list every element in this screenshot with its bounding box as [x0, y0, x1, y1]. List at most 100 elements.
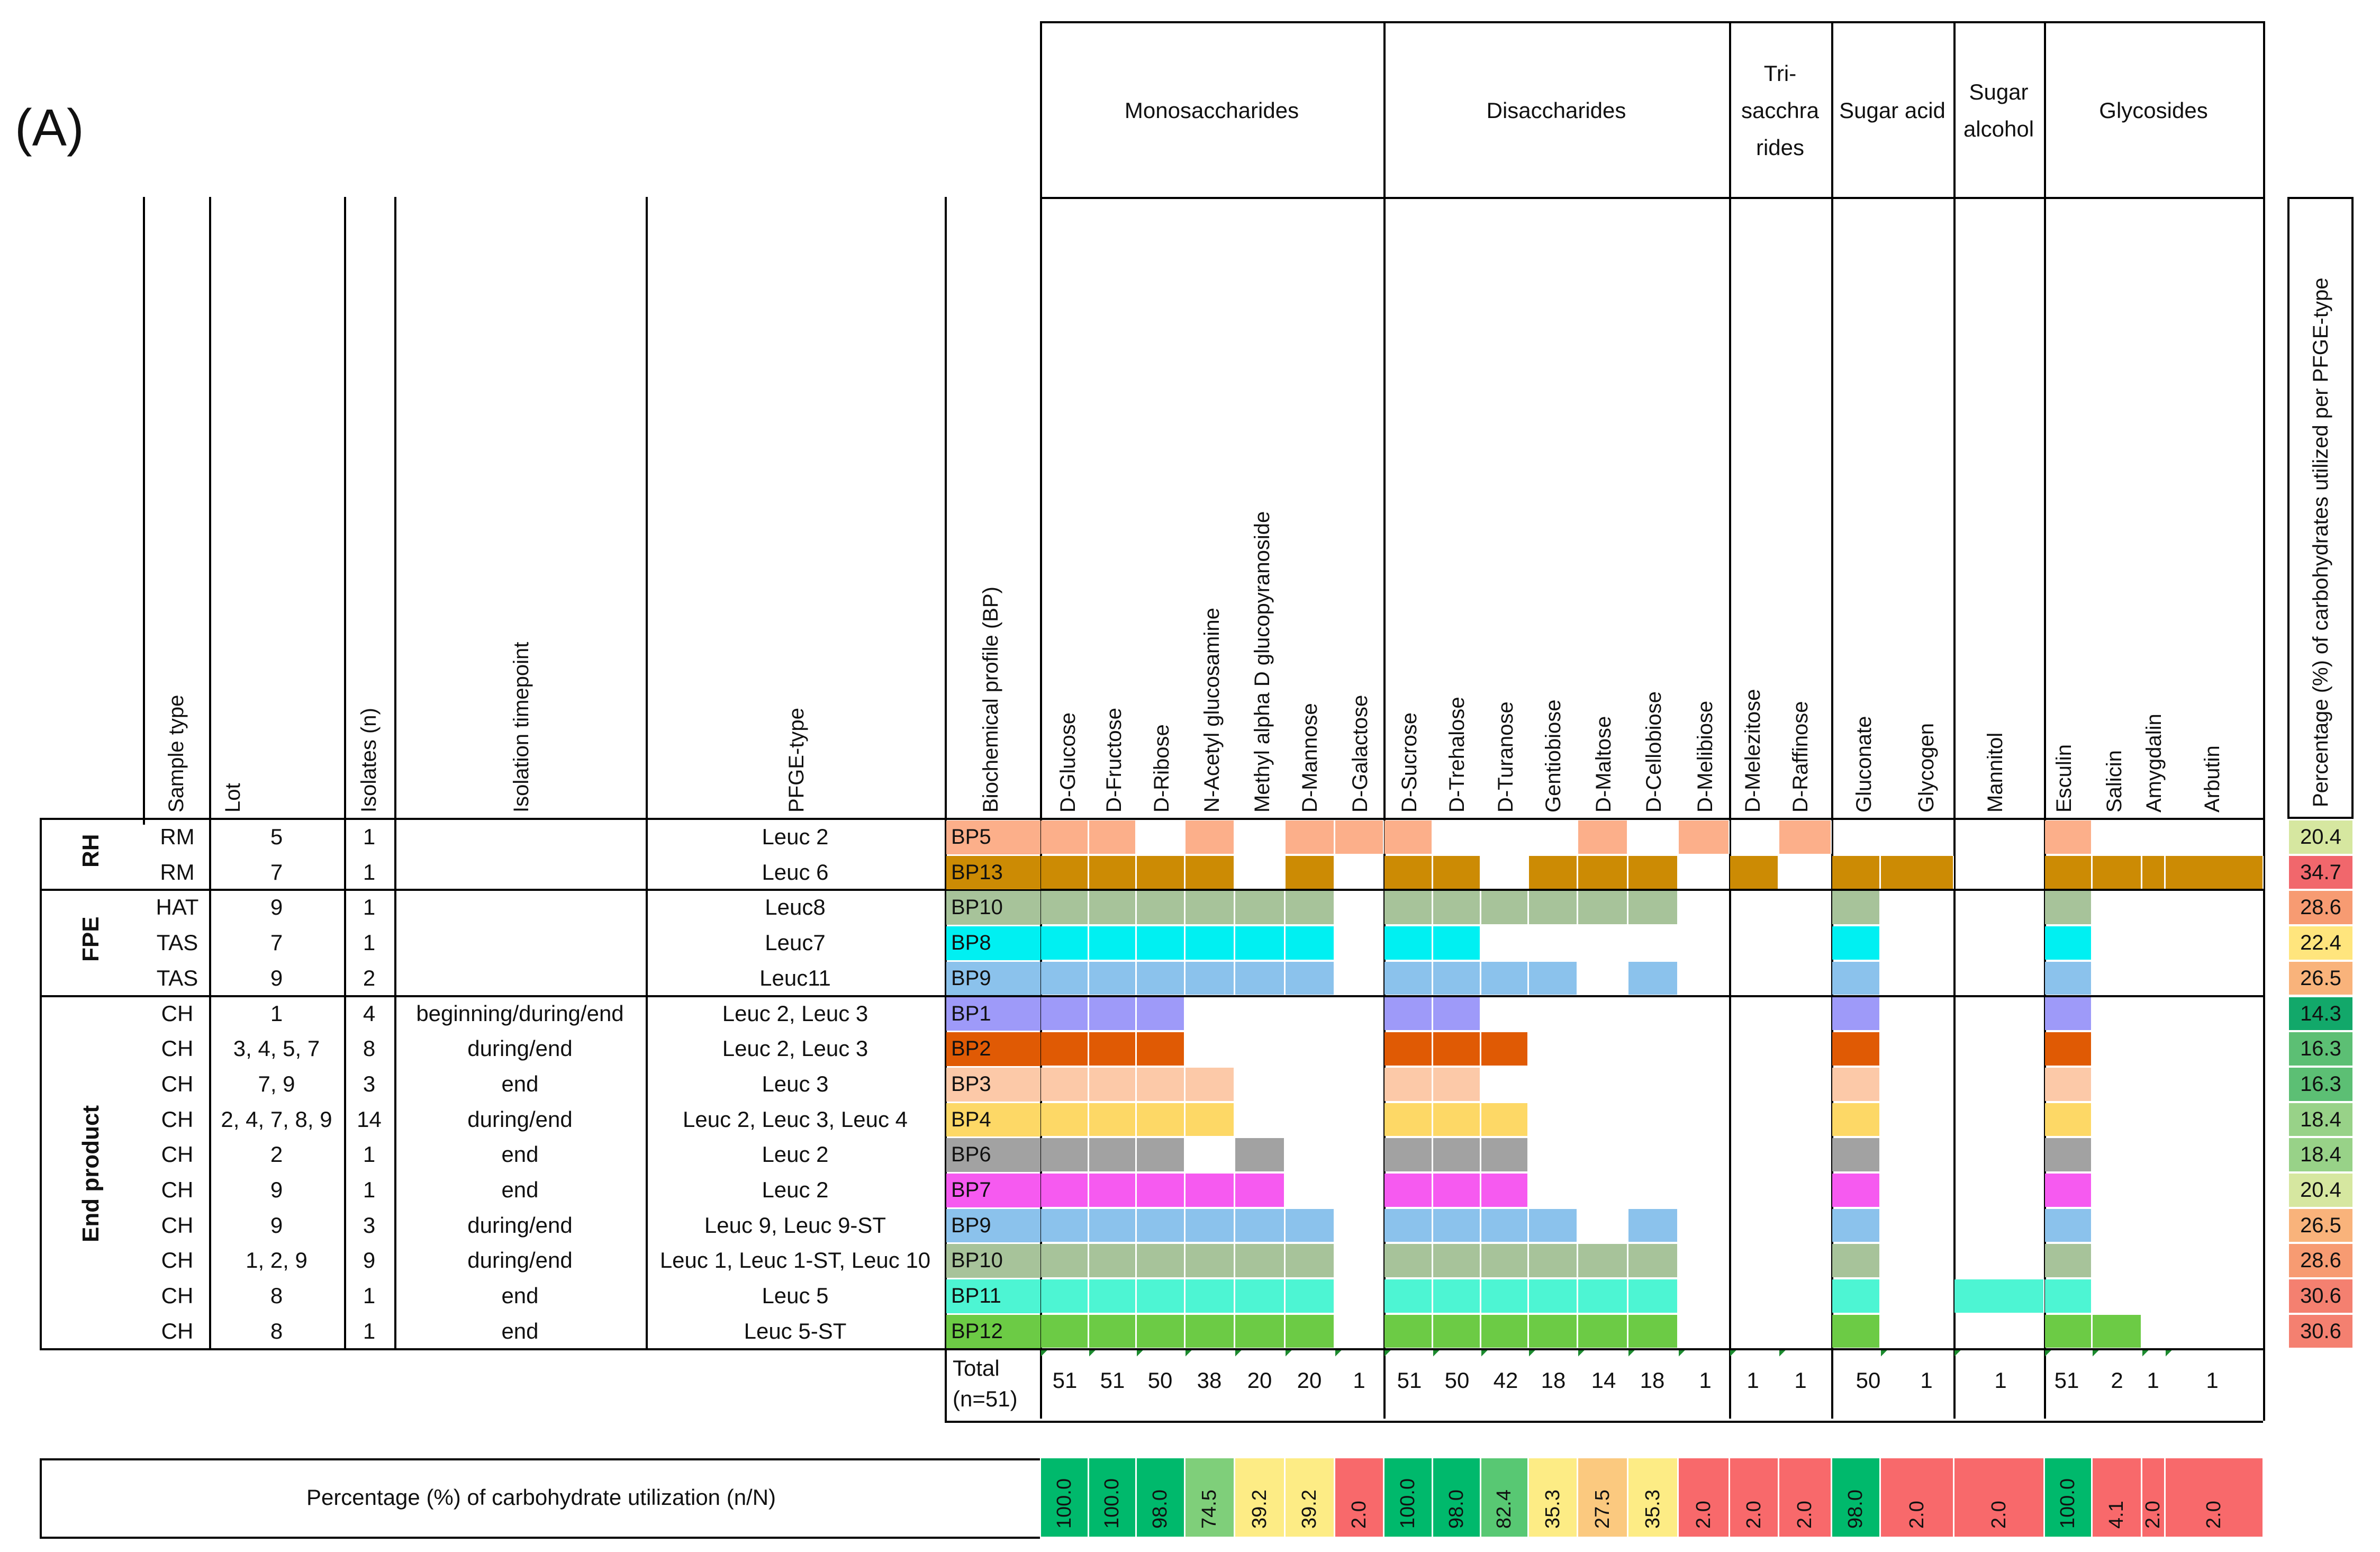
utilization-cell [1529, 961, 1578, 995]
utilization-cell [1628, 1208, 1678, 1242]
utilization-cell [1286, 1208, 1335, 1242]
utilization-cell [1481, 1314, 1528, 1348]
utilization-cell [2045, 1174, 2092, 1207]
row-sample: RM [160, 824, 195, 849]
utilization-cell [1433, 891, 1481, 925]
utilization-cell [1628, 1279, 1678, 1313]
row-lot: 8 [270, 1318, 283, 1343]
row-lot: 7 [270, 930, 283, 955]
bp-cell-bp4 [946, 1103, 1040, 1137]
footer-pct-value: 4.1 [2105, 1501, 2128, 1529]
pct-cell [2289, 1208, 2352, 1242]
bp-label: BP6 [951, 1143, 991, 1167]
header-isolation-timepoint: Isolation timepoint [510, 642, 533, 813]
utilization-cell [1089, 1279, 1136, 1313]
pct-cell [2289, 1138, 2352, 1171]
pct-value: 22.4 [2300, 931, 2341, 955]
column-divider [945, 197, 947, 1349]
row-timepoint: during/end [467, 1248, 573, 1273]
row-sample: CH [161, 1283, 194, 1309]
header-carb-3: N-Acetyl glucosamine [1200, 608, 1224, 813]
pct-value: 26.5 [2300, 966, 2341, 990]
group-monosaccharides: Monosaccharides [1124, 98, 1299, 123]
pct-value: 28.6 [2300, 1249, 2341, 1273]
total-value: 20 [1247, 1367, 1272, 1393]
header-carb-8: D-Trehalose [1445, 697, 1469, 813]
utilization-cell [1481, 961, 1528, 995]
bp-cell-bp6 [946, 1138, 1040, 1172]
corner-marker [1481, 1350, 1488, 1357]
utilization-cell [1186, 1103, 1235, 1136]
utilization-cell [1384, 961, 1433, 995]
utilization-cell [1186, 1067, 1235, 1101]
group-glycosides: Glycosides [2099, 98, 2208, 123]
utilization-cell [1235, 961, 1285, 995]
utilization-cell [1286, 961, 1335, 995]
utilization-cell [1628, 1314, 1678, 1348]
header-pct-per-pfge: Percentage (%) of carbohydrates utilized… [2309, 277, 2332, 807]
bp-cell-bp13 [946, 855, 1040, 890]
row-n: 1 [363, 1283, 376, 1309]
group-divider [1953, 21, 1956, 1419]
row-pfge: Leuc 5 [762, 1283, 829, 1309]
group-disaccharides: Disaccharides [1486, 98, 1626, 123]
row-sample: CH [161, 1071, 194, 1096]
header-carb-14: D-Melezitose [1741, 689, 1764, 813]
section-fpe: FPE [78, 916, 104, 962]
footer-pct-cell [1779, 1458, 1832, 1537]
header-carb-21: Amygdalin [2142, 714, 2166, 813]
utilization-cell [1832, 961, 1880, 995]
row-timepoint: end [501, 1318, 539, 1343]
utilization-cell [1089, 926, 1136, 960]
utilization-cell [1041, 1208, 1089, 1242]
utilization-cell [1832, 1244, 1880, 1278]
table-bottom-border [40, 1348, 1040, 1350]
footer-border [40, 1458, 1040, 1460]
total-value: 50 [1444, 1367, 1470, 1393]
total-value: 38 [1197, 1367, 1222, 1393]
bp-cell-bp1 [946, 997, 1040, 1031]
pct-value: 30.6 [2300, 1284, 2341, 1308]
utilization-cell [1235, 1138, 1285, 1171]
bp-cell-bp7 [946, 1174, 1040, 1207]
pct-cell [2289, 1103, 2352, 1136]
utilization-cell [1481, 1208, 1528, 1242]
row-sample: CH [161, 1318, 194, 1343]
footer-pct-cell [1578, 1458, 1628, 1537]
bp-label: BP5 [951, 825, 991, 849]
pct-cell [2289, 926, 2352, 960]
row-lot: 2 [270, 1142, 283, 1167]
row-timepoint: during/end [467, 1036, 573, 1061]
row-pfge: Leuc 5-ST [744, 1318, 847, 1343]
row-n: 3 [363, 1212, 376, 1238]
utilization-cell [1384, 997, 1433, 1031]
footer-pct-value: 35.3 [1541, 1490, 1564, 1529]
total-value: 51 [1397, 1367, 1422, 1393]
utilization-cell [1041, 855, 1089, 889]
utilization-cell [1384, 1138, 1433, 1171]
utilization-cell [1137, 1279, 1185, 1313]
row-lot: 9 [270, 895, 283, 920]
pct-value: 30.6 [2300, 1319, 2341, 1343]
utilization-cell [1335, 820, 1384, 854]
utilization-cell [1529, 1244, 1578, 1278]
utilization-cell [2045, 891, 2092, 925]
pct-cell [2289, 1067, 2352, 1101]
utilization-cell [1089, 855, 1136, 889]
utilization-cell [1433, 961, 1481, 995]
utilization-cell [1089, 1244, 1136, 1278]
footer-pct-value: 2.0 [1742, 1501, 1765, 1529]
header-carb-17: Glycogen [1915, 723, 1938, 813]
bp-cell-bp9 [946, 961, 1040, 996]
row-timepoint: beginning/during/end [416, 1000, 624, 1026]
corner-marker [1779, 1350, 1786, 1357]
corner-marker [1730, 1350, 1736, 1357]
utilization-cell [1186, 820, 1235, 854]
utilization-cell [2045, 1067, 2092, 1101]
corner-marker [1529, 1350, 1535, 1357]
utilization-cell [1529, 855, 1578, 889]
bp-cell-bp12 [946, 1314, 1040, 1349]
row-sample: CH [161, 1212, 194, 1238]
footer-pct-value: 100.0 [1053, 1478, 1075, 1529]
header-carb-18: Mannitol [1984, 732, 2007, 813]
